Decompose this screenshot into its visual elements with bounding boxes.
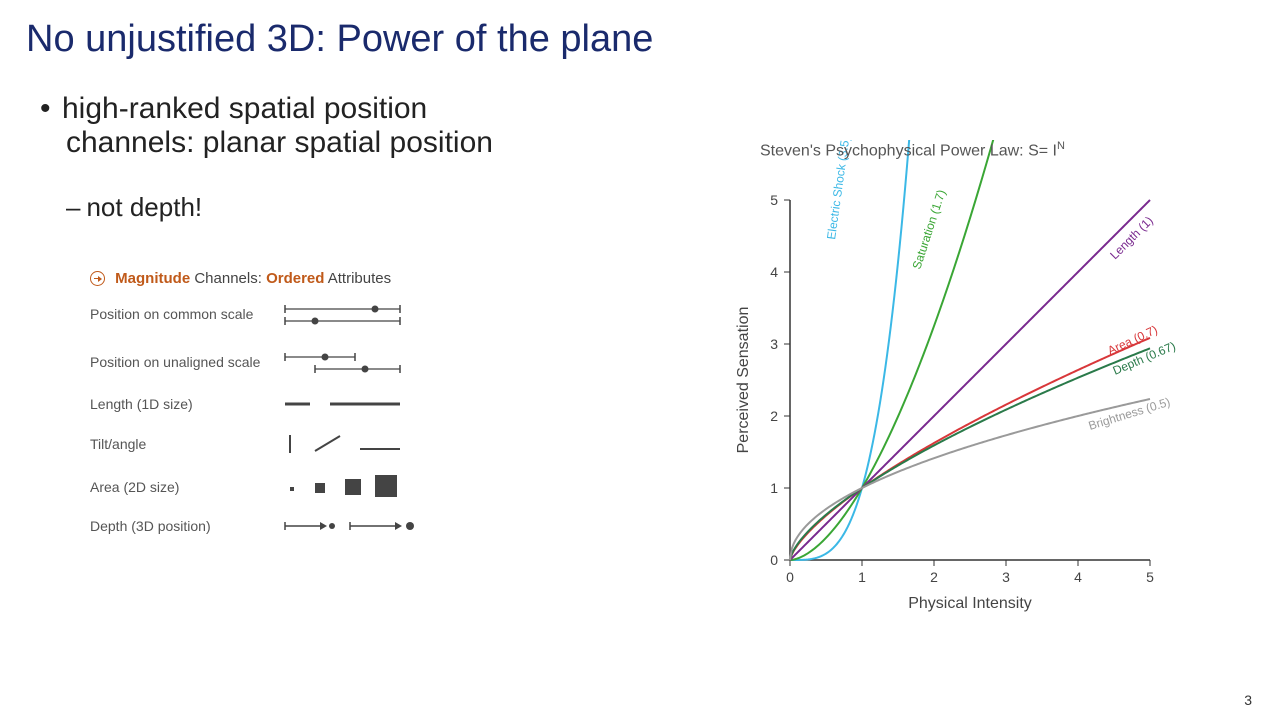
svg-text:Length (1): Length (1) [1107,214,1156,263]
bullet-sub-text: not depth! [86,192,202,222]
channel-label: Position on unaligned scale [90,354,280,370]
stevens-power-law-chart: Steven's Psychophysical Power Law: S= IN… [720,140,1200,620]
heading-end: Attributes [324,270,391,287]
svg-text:Saturation (1.7): Saturation (1.7) [910,188,949,271]
bullet-sub: –not depth! [66,192,202,223]
svg-text:5: 5 [770,192,778,208]
channel-glyph-icon [280,395,420,413]
svg-text:4: 4 [1074,569,1082,585]
bullet-main: •high-ranked spatial position channels: … [40,92,493,160]
svg-text:0: 0 [786,569,794,585]
svg-text:3: 3 [1002,569,1010,585]
heading-mid: Channels: [190,270,266,287]
channel-glyph-icon [280,431,420,457]
bullet-line1: high-ranked spatial position [62,92,427,125]
channel-row: Position on unaligned scale [90,347,530,377]
svg-text:0: 0 [770,552,778,568]
channel-label: Length (1D size) [90,396,280,412]
svg-text:2: 2 [930,569,938,585]
svg-text:Perceived Sensation: Perceived Sensation [735,307,752,454]
slide-title: No unjustified 3D: Power of the plane [26,18,653,61]
channel-glyph-icon [280,475,420,499]
channel-row: Position on common scale [90,299,530,329]
channel-row: Length (1D size) [90,395,530,413]
svg-text:Physical Intensity: Physical Intensity [908,595,1032,612]
chart-svg: 0 1 2 3 4 5 0 1 2 3 4 5 Physical Intensity Perceived … [720,140,1200,620]
arrow-circle-icon [90,271,105,286]
chart-title-text: Steven's Psychophysical Power Law: S= I [760,142,1057,159]
channels-heading: Magnitude Channels: Ordered Attributes [90,270,530,287]
page-number: 3 [1244,692,1252,708]
chart-title-exp: N [1057,140,1065,152]
heading-ordered: Ordered [266,270,324,287]
magnitude-channels-panel: Magnitude Channels: Ordered Attributes P… [90,270,530,553]
channel-glyph-icon [280,347,420,377]
channel-label: Position on common scale [90,306,280,322]
svg-text:Brightness (0.5): Brightness (0.5) [1087,395,1172,433]
channel-row: Tilt/angle [90,431,530,457]
channel-label: Tilt/angle [90,436,280,452]
channel-glyph-icon [280,299,420,329]
svg-text:2: 2 [770,408,778,424]
svg-text:5: 5 [1146,569,1154,585]
channel-label: Area (2D size) [90,479,280,495]
svg-text:3: 3 [770,336,778,352]
channel-label: Depth (3D position) [90,518,280,534]
channel-row: Area (2D size) [90,475,530,499]
bullet-line2: channels: planar spatial position [66,126,493,160]
channel-row: Depth (3D position) [90,517,530,535]
channel-glyph-icon [280,517,420,535]
heading-magnitude: Magnitude [115,270,190,287]
svg-text:1: 1 [770,480,778,496]
svg-text:1: 1 [858,569,866,585]
chart-title: Steven's Psychophysical Power Law: S= IN [760,140,1065,160]
svg-text:4: 4 [770,264,778,280]
